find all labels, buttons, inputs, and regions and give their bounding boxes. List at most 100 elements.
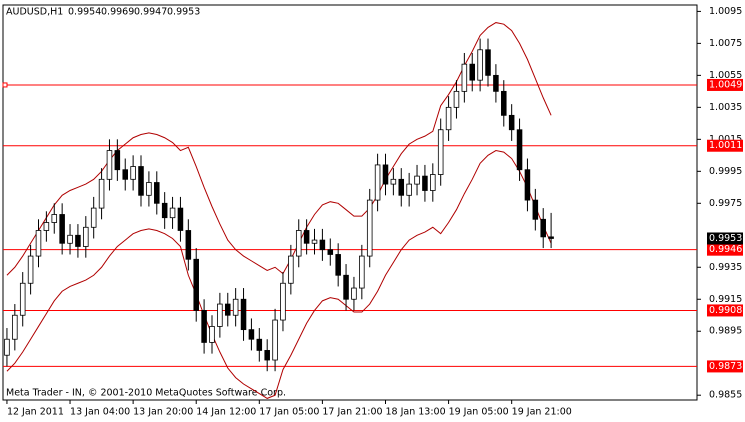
candle-body [232, 298, 239, 316]
candle-body [177, 207, 184, 231]
level-label: 0.9946 [709, 244, 742, 255]
x-tick-label: 18 Jan 13:00 [385, 407, 445, 418]
candle-body [138, 166, 144, 196]
header-open: 0.9954 [68, 7, 101, 18]
candle-body [248, 329, 255, 340]
candle-body [295, 230, 302, 257]
candle-body [169, 207, 176, 219]
candle-body [122, 169, 129, 180]
header-low: 0.9947 [134, 7, 167, 18]
candle-body [288, 255, 294, 284]
candle-body [485, 49, 491, 76]
candle-body [185, 230, 192, 260]
y-tick-label: 0.9975 [709, 198, 742, 209]
candle-body [493, 74, 499, 92]
candle-body [374, 164, 381, 201]
candle-body [303, 230, 310, 244]
candle-body [27, 255, 34, 284]
candle-body [154, 182, 160, 204]
candle-body [390, 178, 397, 185]
candle-body [351, 287, 357, 300]
candle-body [422, 175, 428, 191]
candle-body [516, 129, 523, 171]
y-tick-label: 1.0035 [709, 102, 742, 113]
candle-body [453, 90, 460, 108]
candle-body [548, 236, 554, 239]
x-tick-label: 19 Jan 05:00 [449, 407, 509, 418]
level-label: 1.0011 [709, 140, 742, 151]
header-high: 0.9969 [101, 7, 134, 18]
current-price-bg [707, 232, 743, 245]
candle-body [359, 255, 365, 289]
candle-body [209, 326, 215, 343]
y-tick-label: 0.9855 [709, 390, 742, 401]
candle-body [272, 319, 278, 361]
level-label-bg [707, 304, 743, 317]
candle-body [343, 274, 349, 300]
y-tick-label: 1.0095 [709, 6, 742, 17]
candle-body [414, 175, 420, 185]
x-tick-label: 12 Jan 2011 [7, 407, 64, 418]
candle-body [224, 303, 231, 316]
y-tick-label: 1.0075 [709, 38, 742, 49]
candle-body [114, 150, 121, 171]
level-label-bg [707, 78, 743, 91]
lower-band [6, 149, 552, 399]
candle-body [382, 164, 389, 185]
candle-body [532, 199, 539, 220]
candle-body [161, 202, 168, 219]
candle-body [12, 314, 18, 340]
candle-body [83, 226, 89, 247]
x-tick-label: 17 Jan 21:00 [322, 407, 382, 418]
candle-body [75, 234, 81, 247]
candle-body [461, 63, 468, 92]
level-label-bg [707, 139, 743, 152]
y-tick-label: 0.9915 [709, 294, 742, 305]
candle-body [59, 214, 65, 244]
candle-body [201, 310, 207, 343]
candle-body [477, 49, 483, 81]
candle-body [130, 166, 136, 180]
y-tick-label: 0.9895 [709, 326, 742, 337]
plot-frame [2, 4, 698, 401]
candle-body [217, 303, 223, 327]
x-tick-label: 14 Jan 12:00 [196, 407, 256, 418]
current-price-label: 0.9953 [709, 233, 742, 244]
x-tick-label: 13 Jan 20:00 [133, 407, 193, 418]
candle-body [146, 182, 152, 196]
candle-body [43, 222, 50, 231]
candle-body [240, 298, 247, 331]
level-handle [2, 82, 8, 88]
header-close: 0.9953 [167, 7, 200, 18]
candle-body [35, 230, 42, 257]
level-label: 0.9908 [709, 305, 742, 316]
symbol-title: AUDUSD,H1 [6, 7, 63, 18]
candle-body [508, 114, 515, 131]
candle-body [67, 234, 73, 244]
candle-body [445, 106, 452, 131]
candle-body [437, 129, 444, 175]
copyright-note: Meta Trader - IN, © 2001-2010 MetaQuotes… [6, 388, 286, 399]
candle-body [319, 239, 326, 251]
level-label-bg [707, 243, 743, 256]
level-label: 0.9873 [709, 361, 742, 372]
candle-body [501, 90, 507, 116]
candle-body [193, 258, 199, 311]
x-tick-label: 17 Jan 05:00 [259, 407, 319, 418]
candle-body [469, 63, 476, 81]
candle-body [335, 254, 341, 276]
y-tick-label: 0.9935 [709, 262, 742, 273]
level-label: 1.0049 [709, 79, 742, 90]
candle-body [280, 282, 286, 321]
candle-body [51, 214, 58, 223]
candle-body [398, 178, 405, 196]
x-tick-label: 19 Jan 21:00 [512, 407, 572, 418]
upper-band [6, 22, 552, 276]
y-tick-label: 1.0055 [709, 70, 742, 81]
candle-body [366, 199, 373, 257]
candle-body [540, 218, 546, 238]
candle-body [90, 207, 97, 228]
candle-body [430, 174, 436, 191]
candle-body [19, 282, 26, 316]
